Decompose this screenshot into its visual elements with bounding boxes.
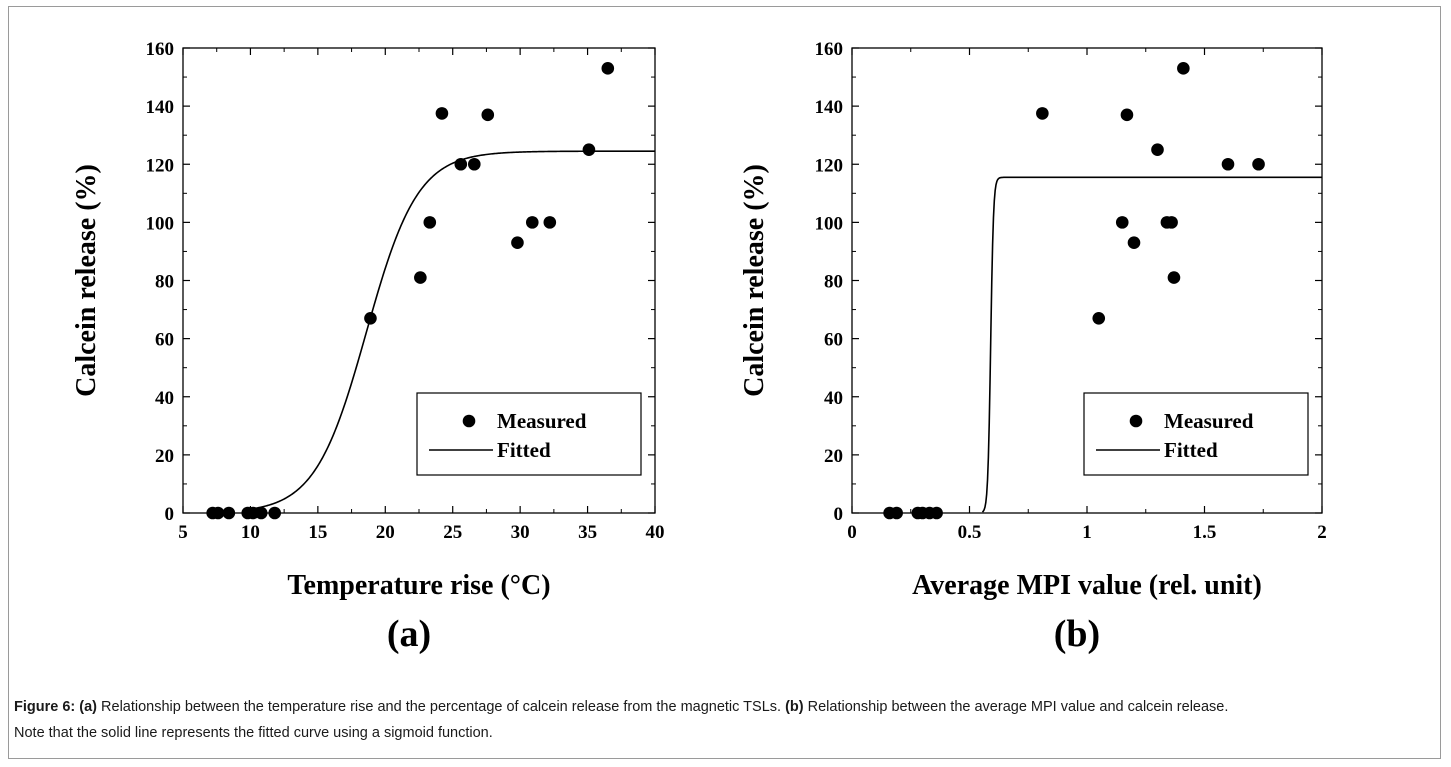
data-point: [582, 143, 596, 157]
x-tick-label: 0: [847, 522, 857, 543]
data-point: [414, 271, 427, 284]
data-point: [1127, 236, 1141, 250]
x-axis-label: Temperature rise (°C): [287, 570, 550, 601]
y-tick-label: 0: [834, 504, 844, 525]
data-point: [890, 506, 903, 520]
caption-note: Note that the solid line represents the …: [14, 725, 493, 741]
y-axis-label: Calcein release (%): [739, 164, 770, 397]
data-point: [1151, 143, 1164, 157]
y-tick-label: 140: [815, 97, 844, 118]
legend: Measured Fitted: [416, 392, 642, 476]
data-point: [525, 216, 539, 229]
data-point: [1120, 108, 1134, 122]
data-point: [1092, 311, 1106, 325]
data-point: [1167, 271, 1181, 284]
data-point: [1036, 107, 1049, 120]
y-tick-label: 20: [155, 446, 174, 467]
y-tick-label: 160: [815, 39, 844, 60]
y-tick-label: 0: [165, 504, 175, 525]
data-point: [454, 157, 468, 171]
data-point: [1115, 216, 1129, 229]
figure-frame: [8, 6, 1441, 759]
data-point: [1221, 157, 1235, 171]
x-tick-label: 10: [241, 522, 260, 543]
figure-charts: 5 10 15 20 25 30 35 40020406080100120140160Temp…: [71, 39, 1327, 655]
data-point: [211, 506, 225, 520]
y-tick-label: 40: [155, 388, 174, 409]
y-tick-label: 20: [824, 446, 843, 467]
data-point: [481, 108, 495, 122]
data-point: [435, 107, 449, 120]
x-tick-label: 40: [646, 522, 665, 543]
caption-figure-label: Figure 6:: [14, 699, 76, 715]
caption-a-label: (a): [79, 699, 97, 715]
x-tick-label: 20: [376, 522, 395, 543]
data-point: [268, 506, 282, 520]
x-tick-label: 5: [178, 522, 188, 543]
caption-line-1: Figure 6: (a) Relationship between the t…: [14, 697, 1434, 717]
data-point: [254, 506, 268, 520]
data-point: [601, 62, 615, 75]
y-tick-label: 120: [815, 155, 844, 176]
x-tick-label: 25: [443, 522, 462, 543]
data-point: [1165, 216, 1178, 229]
panel-label: (a): [387, 613, 431, 655]
data-point: [1177, 62, 1190, 75]
y-tick-label: 80: [824, 272, 843, 293]
figure-caption: Figure 6: (a) Relationship between the t…: [14, 697, 1434, 743]
caption-a-text: Relationship between the temperature ris…: [101, 699, 782, 715]
legend-box: [416, 392, 642, 476]
y-axis-label: Calcein release (%): [71, 164, 102, 397]
y-tick-label: 100: [815, 213, 844, 234]
data-point: [467, 157, 481, 171]
y-tick-label: 140: [146, 97, 175, 118]
x-tick-label: 1: [1082, 522, 1092, 543]
data-point: [1252, 157, 1265, 171]
data-point: [222, 506, 236, 520]
legend-marker-measured: [462, 414, 476, 428]
y-tick-label: 120: [146, 155, 175, 176]
data-point: [423, 216, 437, 229]
panel-label: (b): [1054, 613, 1100, 655]
legend-label-measured: Measured: [1164, 409, 1254, 433]
y-tick-label: 160: [146, 39, 175, 60]
y-tick-label: 60: [824, 330, 843, 351]
caption-b-label: (b): [785, 699, 804, 715]
y-tick-label: 100: [146, 213, 175, 234]
legend-box: [1083, 392, 1309, 476]
legend-label-fitted: Fitted: [497, 438, 551, 462]
legend: Measured Fitted: [1083, 392, 1309, 476]
data-point: [364, 311, 377, 325]
x-tick-label: 30: [511, 522, 530, 543]
y-tick-label: 60: [155, 330, 174, 351]
caption-b-text: Relationship between the average MPI val…: [807, 699, 1229, 715]
data-point: [543, 216, 557, 229]
chart-panel-a: 5 10 15 20 25 30 35 40 0 20 40 60 80 100 120 140 160 Temp…: [71, 39, 665, 655]
x-tick-label: 1.5: [1193, 522, 1217, 543]
y-tick-label: 40: [824, 388, 843, 409]
legend-label-measured: Measured: [497, 409, 587, 433]
x-tick-label: 35: [578, 522, 597, 543]
x-tick-label: 0.5: [958, 522, 982, 543]
legend-marker-measured: [1129, 414, 1143, 428]
x-tick-label: 15: [308, 522, 327, 543]
x-tick-label: 2: [1317, 522, 1327, 543]
x-axis-label: Average MPI value (rel. unit): [912, 570, 1262, 601]
data-point: [930, 506, 943, 520]
data-point: [511, 236, 524, 250]
y-tick-label: 80: [155, 272, 174, 293]
fitted-curve: [981, 176, 1322, 513]
legend-label-fitted: Fitted: [1164, 438, 1218, 462]
